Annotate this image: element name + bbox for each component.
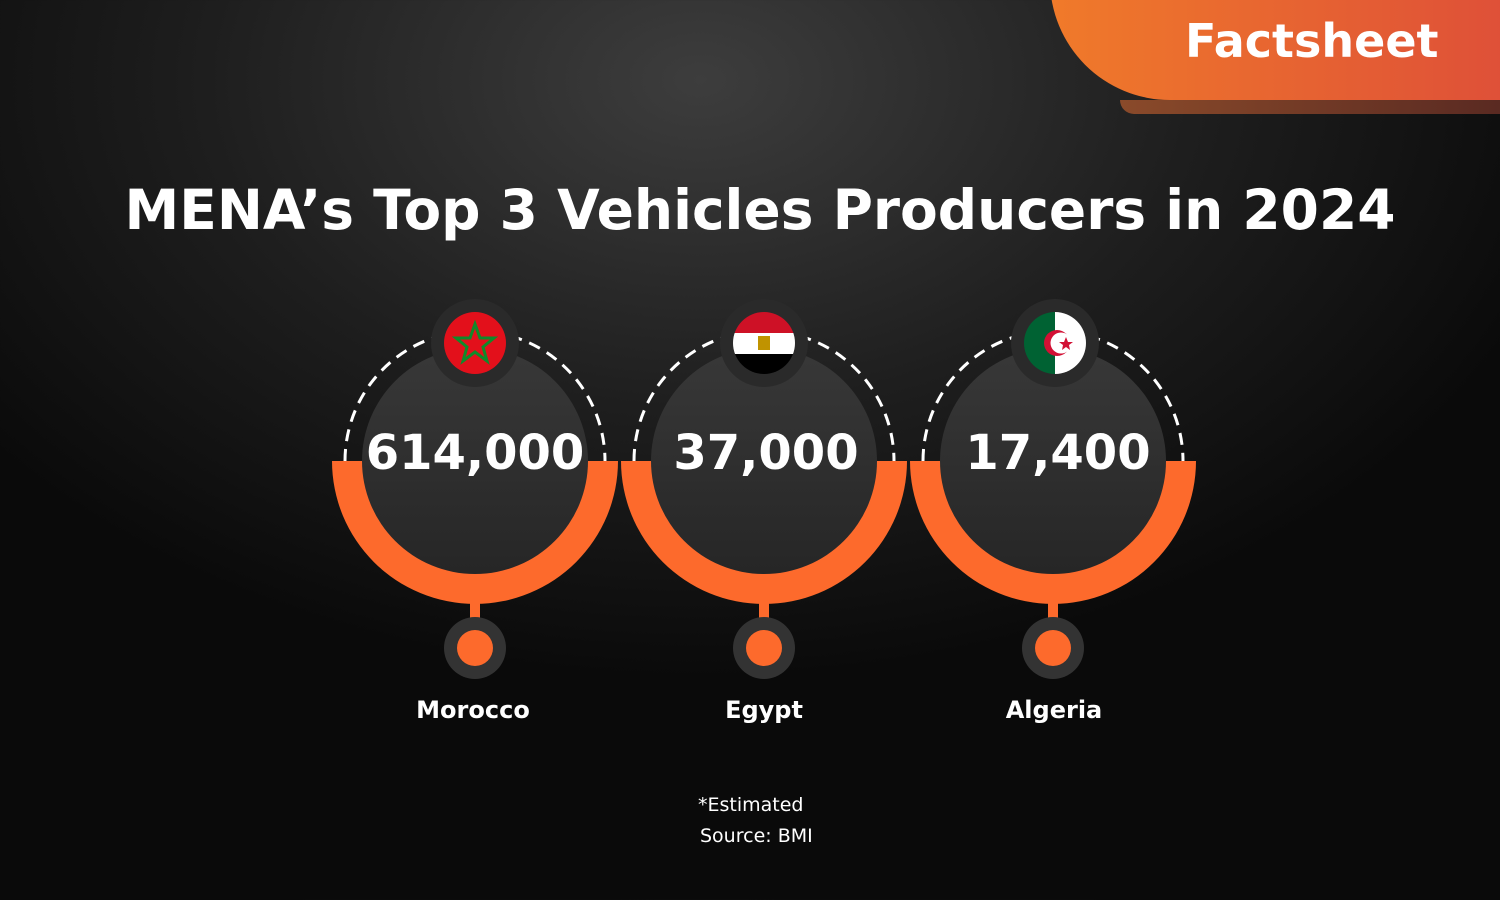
unit-egypt (621, 299, 907, 679)
value-morocco: 614,000 (365, 425, 585, 481)
label-egypt: Egypt (725, 696, 803, 724)
label-morocco: Morocco (416, 696, 530, 724)
value-egypt: 37,000 (673, 425, 859, 481)
egypt-flag-icon (733, 312, 795, 374)
value-circle (940, 348, 1166, 574)
value-circle (651, 348, 877, 574)
source: Source: BMI (700, 825, 813, 847)
dot (457, 630, 493, 666)
unit-morocco (332, 299, 618, 679)
value-circle (362, 348, 588, 574)
unit-algeria (910, 299, 1196, 679)
morocco-flag-icon (444, 312, 506, 374)
dot (746, 630, 782, 666)
factsheet-label: Factsheet (1185, 14, 1439, 68)
factsheet-badge (1050, 0, 1500, 100)
label-algeria: Algeria (1005, 696, 1103, 724)
dot (1035, 630, 1071, 666)
value-algeria: 17,400 (965, 425, 1151, 481)
page-title: MENA’s Top 3 Vehicles Producers in 2024 (124, 178, 1396, 242)
badge-shadow (1120, 100, 1500, 114)
footnote: *Estimated (698, 794, 804, 816)
